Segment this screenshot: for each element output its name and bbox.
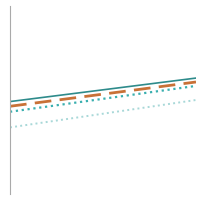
- Line: Hispanic: Hispanic: [10, 86, 196, 112]
- White: [58, 94, 61, 97]
- White: [43, 96, 46, 98]
- API: [20, 125, 22, 127]
- White: [179, 79, 181, 81]
- White: [9, 100, 11, 103]
- White: [195, 77, 197, 79]
- Hispanic: [9, 111, 11, 113]
- Hispanic: [195, 85, 197, 87]
- Hispanic: [185, 86, 188, 88]
- API: [58, 119, 61, 121]
- Black: [185, 82, 188, 84]
- Black: [58, 99, 61, 101]
- Hispanic: [20, 109, 22, 111]
- Black: [20, 104, 22, 106]
- API: [9, 126, 11, 129]
- Hispanic: [16, 110, 19, 112]
- API: [16, 125, 19, 128]
- Black: [43, 101, 46, 103]
- White: [185, 78, 188, 80]
- API: [179, 101, 181, 104]
- Line: API: API: [10, 100, 196, 127]
- White: [20, 99, 22, 101]
- API: [185, 100, 188, 103]
- White: [16, 99, 19, 102]
- Hispanic: [58, 104, 61, 106]
- Black: [179, 83, 181, 85]
- Hispanic: [179, 87, 181, 89]
- Line: White: White: [10, 78, 196, 102]
- Black: [9, 105, 11, 107]
- API: [43, 121, 46, 124]
- Line: Black: Black: [10, 82, 196, 106]
- Black: [16, 104, 19, 106]
- Hispanic: [43, 106, 46, 108]
- Black: [195, 81, 197, 83]
- API: [195, 99, 197, 101]
